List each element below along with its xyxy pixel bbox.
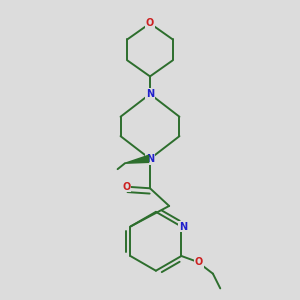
Polygon shape bbox=[125, 155, 148, 163]
Text: O: O bbox=[122, 182, 130, 192]
Text: O: O bbox=[195, 257, 203, 267]
Text: N: N bbox=[146, 89, 154, 99]
Text: N: N bbox=[179, 222, 187, 232]
Text: O: O bbox=[146, 18, 154, 28]
Text: N: N bbox=[146, 154, 154, 164]
